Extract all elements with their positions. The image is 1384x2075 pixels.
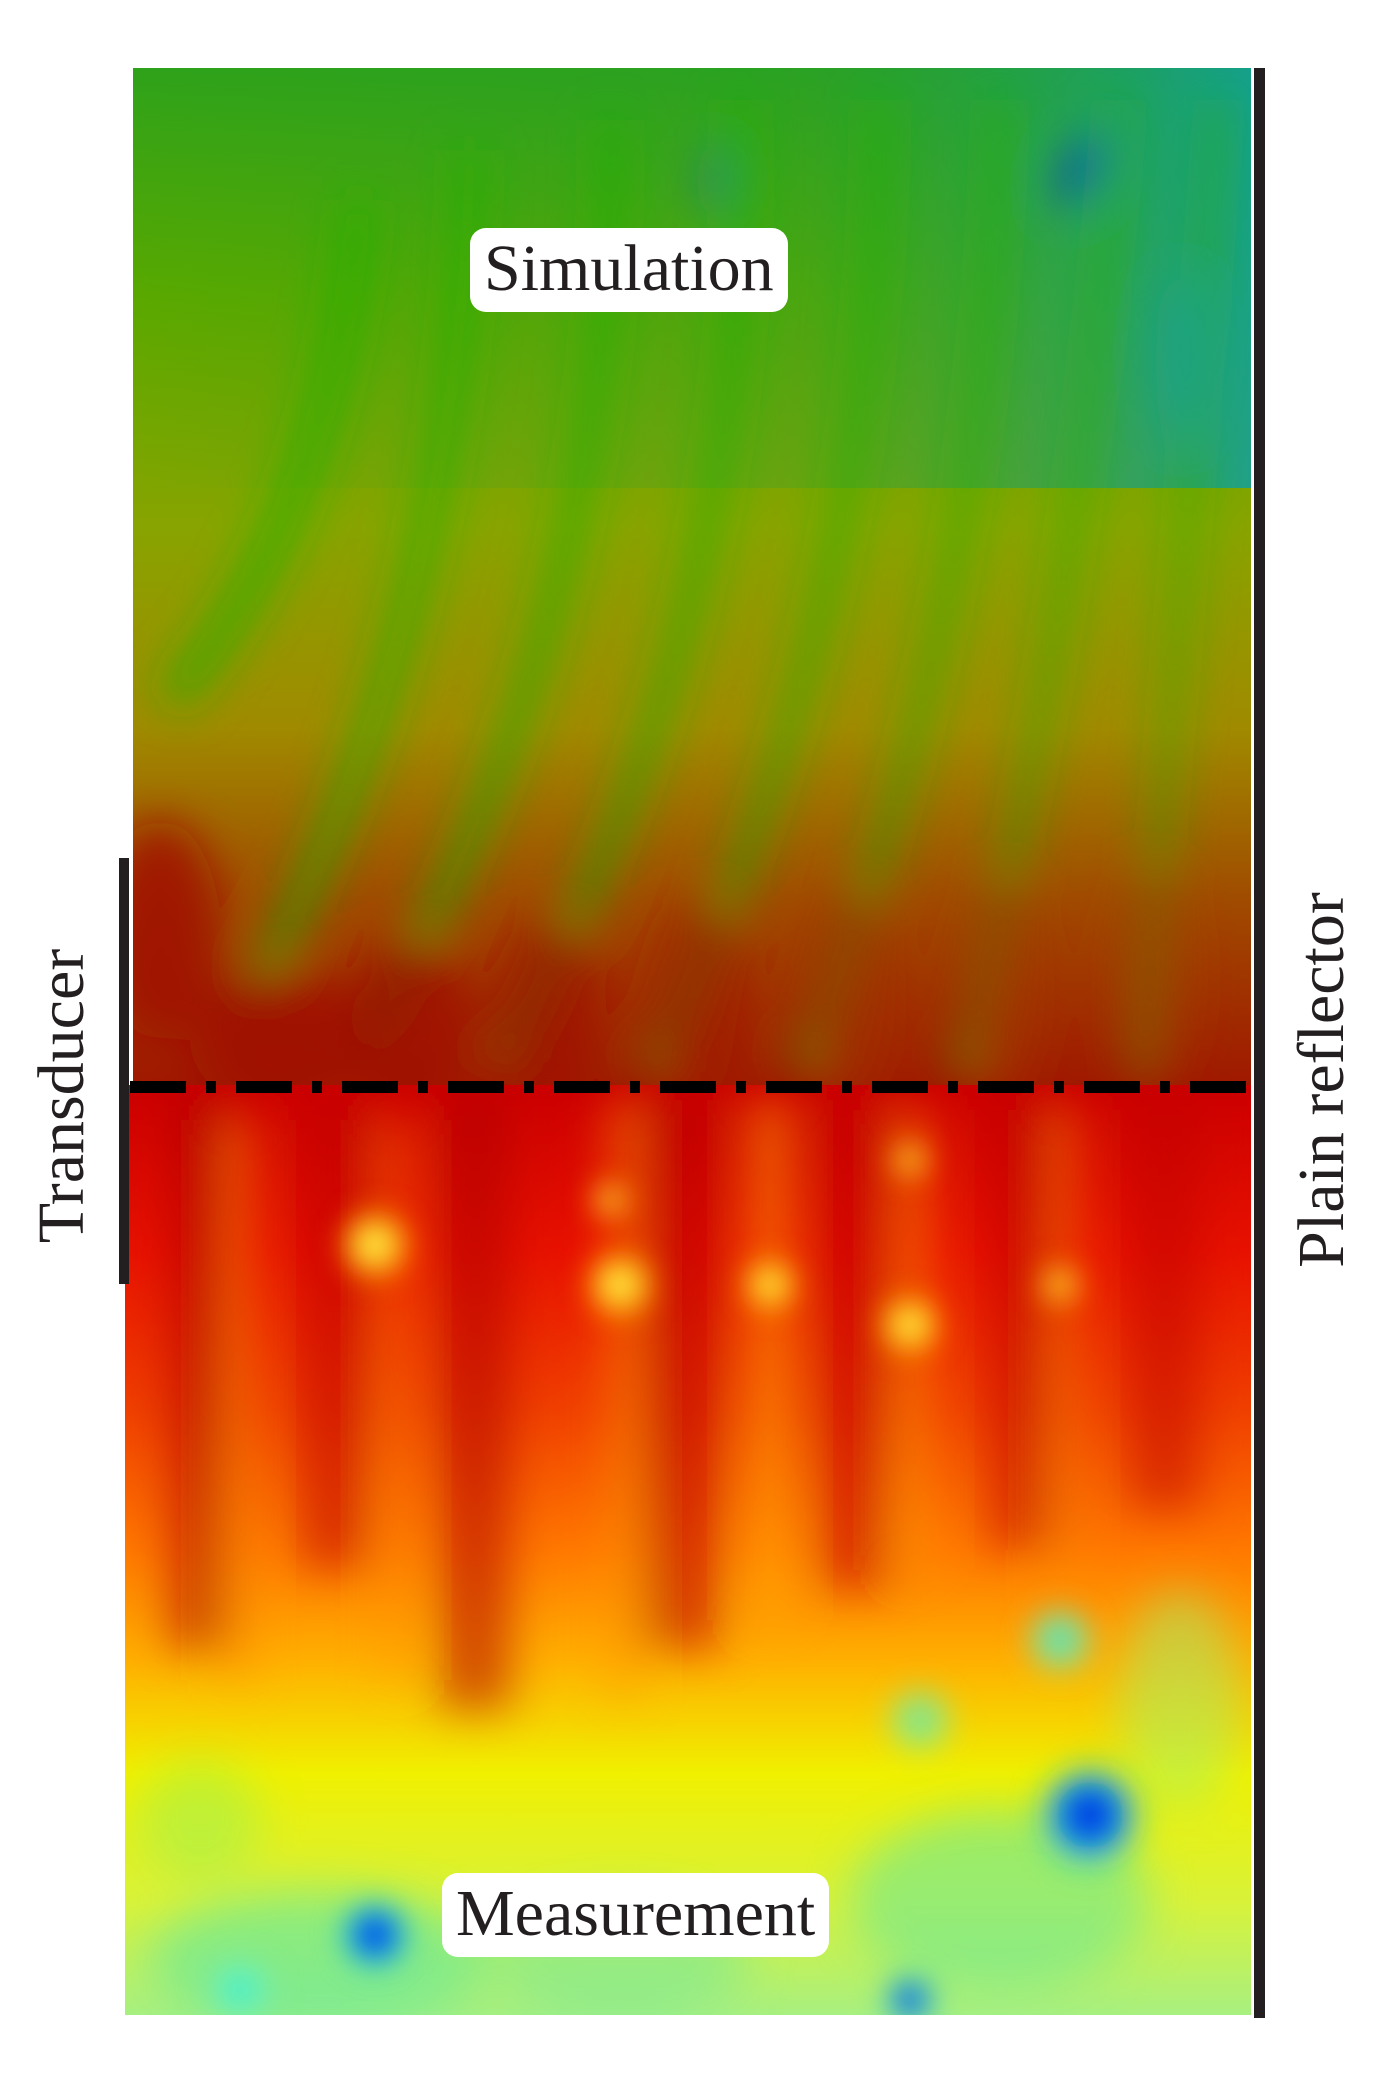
reflector-label: Plain reflector — [1285, 892, 1358, 1268]
simulation-field — [133, 68, 1251, 1085]
reflector-bar — [1254, 68, 1265, 2018]
measurement-label: Measurement — [442, 1873, 830, 1957]
transducer-label: Transducer — [25, 948, 98, 1244]
simulation-label: Simulation — [470, 228, 788, 312]
transducer-bar — [119, 858, 129, 1284]
